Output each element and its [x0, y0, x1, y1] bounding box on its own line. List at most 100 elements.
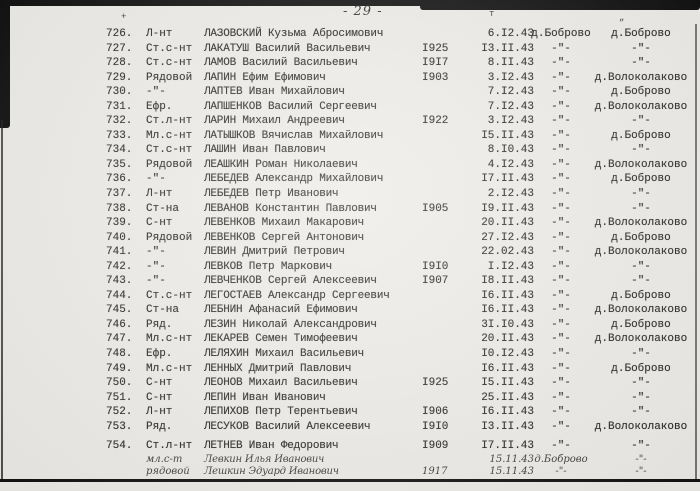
cell-num: 735.: [106, 158, 133, 171]
cell-place2: д.Боброво: [611, 28, 671, 40]
scan-edge-right-line: [695, 24, 697, 482]
cell-num: 736.: [106, 173, 133, 186]
cell-year: I922: [422, 115, 449, 128]
cell-place2: -"-: [631, 406, 651, 419]
scan-edge-bottom: [0, 479, 700, 482]
cell-rank: -"-: [146, 86, 166, 99]
cell-place1: -"-: [551, 420, 571, 433]
table-row: 744. Ст.с-нт ЛЕГОСТАЕВ Александр Сергеевич…: [0, 289, 700, 304]
cell-name: ЛАПШЕНКОВ Василий Сергеевич: [204, 100, 377, 113]
cell-rank: Ефр.: [146, 100, 173, 113]
cell-place2: -"-: [635, 465, 647, 477]
cell-name: ЛЕВИН Дмитрий Петрович: [204, 246, 345, 259]
cell-name: ЛЕВЕНКОВ Сергей Антонович: [204, 231, 365, 244]
cell-place2: д.Боброво: [611, 86, 671, 99]
cell-place1: -"-: [551, 202, 571, 215]
cell-num: 746.: [106, 318, 133, 331]
table-row: 750. С-нт ЛЕОНОВ Михаил Васильевич I925 I5.I…: [0, 376, 700, 391]
cell-num: 743.: [106, 275, 133, 288]
cell-rank: -"-: [146, 275, 166, 288]
cell-rank: Мл.с-нт: [146, 129, 193, 142]
cell-place1: -"-: [551, 115, 571, 128]
cell-date: 4.I2.43: [487, 158, 534, 171]
cell-year: I9I7: [422, 57, 449, 70]
cell-place1: -"-: [551, 158, 571, 171]
cell-num: 731.: [106, 100, 133, 113]
cell-place2: -"-: [631, 188, 651, 201]
cell-place2: -"-: [631, 348, 651, 361]
cell-date: I3.II.43: [481, 420, 534, 433]
table-row: 746. Ряд. ЛЕЗИН Николай Александрович 3I.I0…: [0, 318, 700, 333]
cell-date: I6.II.43: [481, 289, 534, 302]
cell-place2: -"-: [631, 391, 651, 404]
cell-place1: -"-: [551, 217, 571, 230]
cell-name: ЛАРИН Михаил Андреевич: [204, 115, 345, 128]
cell-date: 15.11.43: [489, 453, 534, 465]
cell-rank: мл.с-т: [146, 453, 183, 465]
cell-place2: д.Волоколаково: [594, 158, 688, 171]
cell-num: 737.: [106, 188, 133, 201]
cell-rank: Ст-на: [146, 304, 180, 317]
table-row: 735. Рядовой ЛЕАШКИН Роман Николаевич 4.I2.…: [0, 158, 700, 173]
cell-place2: д.Волоколаково: [594, 420, 688, 433]
cell-name: ЛЕГОСТАЕВ Александр Сергеевич: [204, 289, 390, 302]
cell-place1: -"-: [551, 304, 571, 317]
cell-date: I9.II.43: [481, 202, 534, 215]
cell-place1: -"-: [551, 275, 571, 288]
cell-place2: -"-: [631, 115, 651, 128]
cell-place1: -"-: [551, 129, 571, 142]
cell-name: ЛЕСУКОВ Василий Алексеевич: [204, 420, 371, 433]
cell-date: I7.II.43: [481, 173, 534, 186]
cell-place1: -"-: [551, 188, 571, 201]
cell-name: ЛАМОВ Василий Васильевич: [204, 57, 358, 70]
cell-place2: д.Волоколаково: [594, 246, 688, 259]
cell-num: 733.: [106, 129, 133, 142]
cell-place1: д.Боброво: [534, 453, 588, 465]
cell-rank: -"-: [146, 260, 166, 273]
cell-date: I6.II.43: [481, 406, 534, 419]
cell-place2: д.Боброво: [611, 173, 671, 186]
cell-place2: -"-: [631, 260, 651, 273]
table-row: 739. С-нт ЛЕВЕНКОВ Михаил Макарович 20.II.4…: [0, 216, 700, 231]
table-row: 732. Ст.л-нт ЛАРИН Михаил Андреевич I922 3.I…: [0, 114, 700, 129]
cell-rank: Ст.л-нт: [146, 115, 193, 128]
cell-date: I.I2.43: [487, 260, 534, 273]
cell-rank: Рядовой: [146, 71, 193, 84]
cell-place1: -"-: [551, 57, 571, 70]
cell-num: 751.: [106, 391, 133, 404]
cell-place1: -"-: [551, 86, 571, 99]
cell-place1: -"-: [551, 406, 571, 419]
cell-num: 753.: [106, 420, 133, 433]
scan-edge-top: [0, 0, 700, 6]
cell-rank: -"-: [146, 173, 166, 186]
table-row: 749. Мл.с-нт ЛЕННЫХ Дмитрий Павлович I6.II.…: [0, 362, 700, 377]
cell-year: I925: [422, 42, 449, 55]
scan-edge-left: [0, 0, 10, 128]
table-row: 730. -"- ЛАПТЕВ Иван Михайлович 7.I2.43 -"- д…: [0, 85, 700, 100]
handwritten-row: мл.с-т Левкин Илья Иванович 15.11.43 д.Бобр…: [0, 454, 700, 466]
cell-name: ЛЕВЕНКОВ Михаил Макарович: [204, 217, 365, 230]
cell-name: ЛАТЫШКОВ Вячислав Михайлович: [204, 129, 384, 142]
table-row: 726. Л-нт ЛАЗОВСКИЙ Кузьма Абросимович 6.I2…: [0, 27, 700, 42]
stray-mark-2: т: [489, 9, 495, 19]
cell-rank: С-нт: [146, 217, 173, 230]
cell-place2: -"-: [631, 275, 651, 288]
cell-rank: Ст.с-нт: [146, 42, 193, 55]
cell-place1: д.Боброво: [531, 28, 591, 40]
table-row: 734. Ст.с-нт ЛАШИН Иван Павлович 8.I0.43 -"-…: [0, 143, 700, 158]
cell-place2: д.Волоколаково: [594, 100, 688, 113]
cell-name: ЛЕВАНОВ Константин Павлович: [204, 202, 377, 215]
table-row: 733. Мл.с-нт ЛАТЫШКОВ Вячислав Михайлович I…: [0, 129, 700, 144]
cell-place1: -"-: [551, 391, 571, 404]
cell-date: 27.I2.43: [481, 231, 534, 244]
cell-rank: Ст.с-нт: [146, 289, 193, 302]
cell-name: ЛЕЗИН Николай Александрович: [204, 318, 377, 331]
cell-name: ЛЕТНЕВ Иван Федорович: [204, 440, 339, 453]
cell-num: 726.: [106, 28, 133, 40]
cell-date: I6.II.43: [481, 304, 534, 317]
page-number: - 29 -: [343, 4, 383, 19]
cell-name: ЛЕННЫХ Дмитрий Павлович: [204, 362, 352, 375]
table-row: 742. -"- ЛЕВКОВ Петр Маркович I9I0 I.I2.43 -"…: [0, 260, 700, 275]
cell-place1: -"-: [555, 465, 567, 477]
